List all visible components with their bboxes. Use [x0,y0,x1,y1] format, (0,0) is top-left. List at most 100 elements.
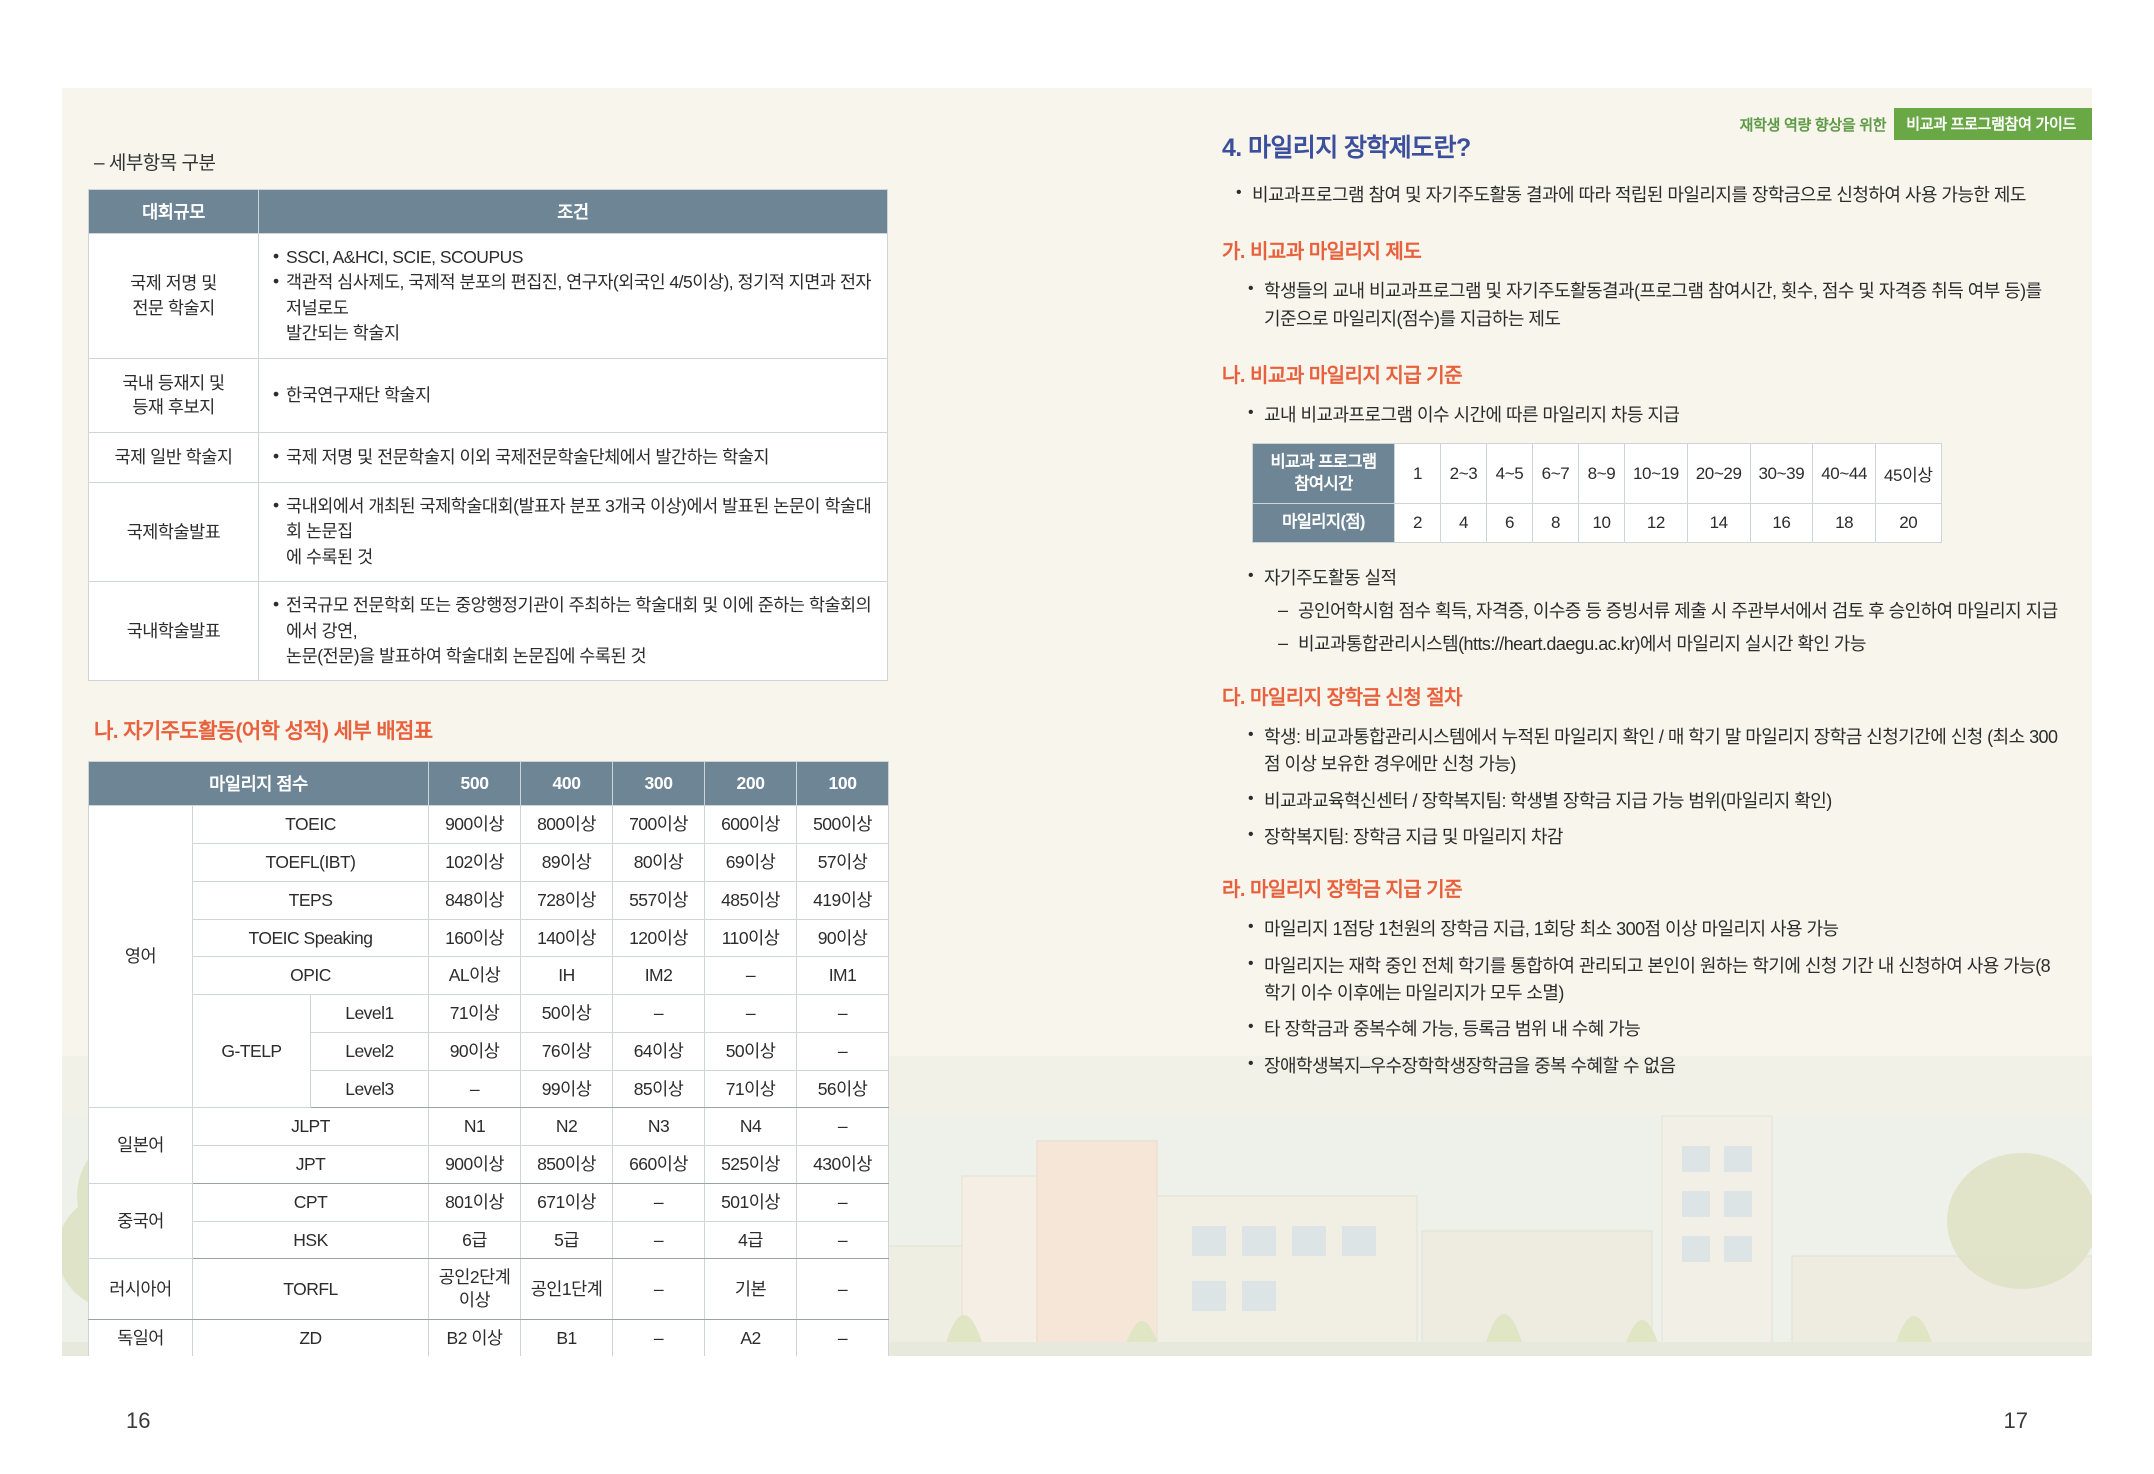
cell-points: 18 [1812,503,1876,543]
list-item: 학생: 비교과통합관리시스템에서 누적된 마일리지 확인 / 매 학기 말 마일… [1248,723,2062,779]
cell-score: – [612,1258,706,1320]
condition-bullet: 전국규모 전문학회 또는 중앙행정기관이 주최하는 학술대회 및 이에 준하는 … [273,592,873,644]
table-row: TEPS 848이상 728이상 557이상 485이상 419이상 [89,880,890,920]
list-item: 장애학생복지–우수장학학생장학금을 중복 수혜할 수 없음 [1248,1052,2062,1080]
condition-bullet: SSCI, A&HCI, SCIE, SCOUPUS [273,244,873,270]
cell-condition: 국내외에서 개최된 국제학술대회(발표자 분포 3개국 이상)에서 발표된 논문… [258,482,888,583]
cell-score: 801이상 [428,1182,522,1222]
list-item: 학생들의 교내 비교과프로그램 및 자기주도활동결과(프로그램 참여시간, 횟수… [1248,277,2062,333]
cell-hours: 30~39 [1749,443,1814,505]
col-header-500: 500 [428,761,522,807]
table-row: TOEFL(IBT) 102이상 89이상 80이상 69이상 57이상 [89,843,890,882]
cell-score: 4급 [704,1220,798,1260]
cell-score: A2 [704,1318,798,1356]
table-row: 국내학술발표 전국규모 전문학회 또는 중앙행정기관이 주최하는 학술대회 및 … [88,581,888,682]
cell-points: 16 [1749,503,1814,543]
cell-points: 4 [1440,503,1487,543]
cell-score: 90이상 [428,1031,522,1071]
cell-score: 660이상 [612,1145,706,1184]
cell-score: – [796,1182,890,1222]
sub-d-bullet-list: 마일리지 1점당 1천원의 장학금 지급, 1회당 최소 300점 이상 마일리… [1248,915,2062,1080]
right-page-column: 4. 마일리지 장학제도란? 비교과프로그램 참여 및 자기주도활동 결과에 따… [1222,128,2062,1089]
cell-scale: 국내학술발표 [88,581,259,682]
cell-score: IM1 [796,956,890,996]
col-header-scale: 대회규모 [88,189,259,234]
cell-score: N3 [612,1107,706,1147]
list-item: 공인어학시험 점수 획득, 자격증, 이수증 등 증빙서류 제출 시 주관부서에… [1278,597,2062,625]
table-row: 중국어 CPT 801이상 671이상 – 501이상 – [88,1182,890,1260]
cell-points: 14 [1686,503,1751,543]
cell-score: – [796,1031,890,1071]
list-item: 자기주도활동 실적 공인어학시험 점수 획득, 자격증, 이수증 등 증빙서류 … [1248,564,2062,659]
table-row: 영어 TOEIC 900이상 800이상 700이상 600이상 500이상 [88,805,890,1109]
table-row: 국제학술발표 국내외에서 개최된 국제학술대회(발표자 분포 3개국 이상)에서… [88,482,888,583]
condition-bullet: 국내외에서 개최된 국제학술대회(발표자 분포 3개국 이상)에서 발표된 논문… [273,493,873,545]
cell-score: 64이상 [612,1031,706,1071]
cell-scale: 국제 일반 학술지 [88,432,259,484]
cell-condition: 전국규모 전문학회 또는 중앙행정기관이 주최하는 학술대회 및 이에 준하는 … [258,581,888,682]
detail-criteria-table: 대회규모 조건 국제 저명 및전문 학술지 SSCI, A&HCI, SCIE,… [88,189,888,682]
cell-language: 일본어 [88,1107,193,1184]
cell-score: 69이상 [704,843,798,882]
cell-score: – [612,994,706,1033]
cell-score: 500이상 [796,805,890,845]
cell-score: 557이상 [612,880,706,920]
list-item: 비교과교육혁신센터 / 장학복지팀: 학생별 장학금 지급 가능 범위(마일리지… [1248,787,2062,815]
col-header-condition: 조건 [258,189,888,234]
cell-score: N2 [520,1107,614,1147]
page-spread: 재학생 역량 향상을 위한 비교과 프로그램참여 가이드 – 세부항목 구분 대… [62,88,2092,1356]
cell-language: 중국어 [88,1182,193,1260]
cell-hours: 4~5 [1486,443,1533,505]
table-row: 러시아어 TORFL 공인2단계 이상 공인1단계 – 기본 – [88,1258,890,1320]
list-item: 비교과통합관리시스템(htts://heart.daegu.ac.kr)에서 마… [1278,630,2062,658]
cell-score: N1 [428,1107,522,1147]
cell-score: 525이상 [704,1145,798,1184]
page-number-left: 16 [126,1408,151,1433]
cell-test: TOEIC [191,805,430,845]
cell-score: – [796,994,890,1033]
cell-scale: 국제 저명 및 전문 학술지 [88,233,259,359]
page-number-right: 17 [2003,1408,2028,1433]
table-row: 일본어 JLPT N1 N2 N3 N4 – [88,1107,890,1184]
subsection-heading-b: 나. 비교과 마일리지 지급 기준 [1222,365,1463,388]
list-item: 교내 비교과프로그램 이수 시간에 따른 마일리지 차등 지급 [1248,401,2062,429]
cell-score: 501이상 [704,1182,798,1222]
list-item: 마일리지는 재학 중인 전체 학기를 통합하여 관리되고 본인이 원하는 학기에… [1248,952,2062,1008]
cell-score: 5급 [520,1220,614,1260]
cell-score: B2 이상 [428,1318,522,1356]
table-row: 비교과 프로그램 참여시간 1 2~3 4~5 6~7 8~9 10~19 20~… [1252,443,1942,505]
list-item: 비교과프로그램 참여 및 자기주도활동 결과에 따라 적립된 마일리지를 장학금… [1236,181,2062,209]
condition-continuation: 에 수록된 것 [286,546,373,567]
cell-score: IM2 [612,956,706,996]
intro-bullet-list: 비교과프로그램 참여 및 자기주도활동 결과에 따라 적립된 마일리지를 장학금… [1236,181,2062,209]
subsection-heading-d: 라. 마일리지 장학금 지급 기준 [1222,879,1463,902]
cell-score: 430이상 [796,1145,890,1184]
language-score-table: 마일리지 점수 500 400 300 200 100 영어 TOEIC 900… [87,761,890,1356]
cell-score: 671이상 [520,1182,614,1222]
cell-points: 10 [1578,503,1625,543]
cell-score: 56이상 [796,1069,890,1109]
list-item-label: 자기주도활동 실적 [1264,567,1397,588]
sub-b-bullet-list: 교내 비교과프로그램 이수 시간에 따른 마일리지 차등 지급 [1248,401,2062,429]
self-directed-sub-list: 공인어학시험 점수 획득, 자격증, 이수증 등 증빙서류 제출 시 주관부서에… [1278,597,2062,659]
col-header-300: 300 [612,761,706,807]
sub-a-bullet-list: 학생들의 교내 비교과프로그램 및 자기주도활동결과(프로그램 참여시간, 횟수… [1248,277,2062,333]
cell-score: – [796,1220,890,1260]
cell-score: N4 [704,1107,798,1147]
cell-hours: 40~44 [1812,443,1876,505]
running-header-tag: 비교과 프로그램참여 가이드 [1894,108,2092,140]
table-row: HSK 6급 5급 – 4급 – [89,1220,890,1260]
list-item: 장학복지팀: 장학금 지급 및 마일리지 차감 [1248,823,2062,851]
cell-score: 160이상 [428,918,522,958]
cell-score: 85이상 [612,1069,706,1109]
cell-points: 2 [1394,503,1441,543]
cell-scale: 국내 등재지 및 등재 후보지 [88,357,259,434]
cell-hours: 2~3 [1440,443,1487,505]
cell-score: 공인1단계 [520,1258,614,1320]
cell-score: 485이상 [704,880,798,920]
cell-score: 900이상 [428,1145,522,1184]
condition-continuation: 발간되는 학술지 [286,323,400,344]
cell-condition: SSCI, A&HCI, SCIE, SCOUPUS 객관적 심사제도, 국제적… [258,233,888,359]
cell-test: TORFL [191,1258,430,1320]
cell-score: 공인2단계 이상 [428,1258,522,1320]
